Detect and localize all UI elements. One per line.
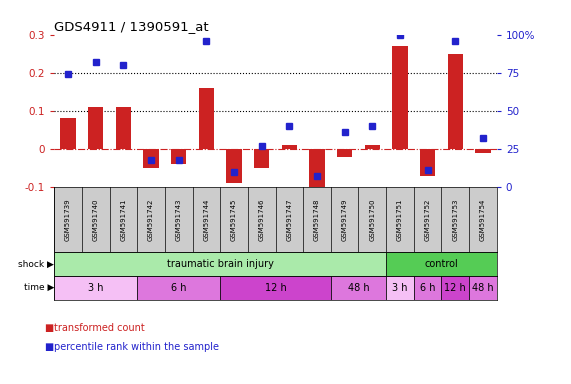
Text: GSM591741: GSM591741 — [120, 199, 126, 241]
Text: traumatic brain injury: traumatic brain injury — [167, 259, 274, 269]
Bar — [199, 88, 214, 149]
Text: 12 h: 12 h — [444, 283, 466, 293]
Bar — [143, 149, 159, 168]
Text: time ▶: time ▶ — [24, 283, 54, 292]
Bar — [414, 276, 441, 300]
Text: GSM591743: GSM591743 — [176, 199, 182, 241]
Text: GSM591746: GSM591746 — [259, 199, 265, 241]
Bar — [365, 145, 380, 149]
Text: GSM591752: GSM591752 — [425, 199, 431, 241]
Text: 3 h: 3 h — [88, 283, 103, 293]
Text: percentile rank within the sample: percentile rank within the sample — [54, 342, 219, 352]
Bar — [137, 276, 220, 300]
Bar — [475, 149, 490, 153]
Bar — [171, 149, 186, 164]
Bar — [227, 149, 242, 183]
Text: GSM591748: GSM591748 — [314, 199, 320, 241]
Bar — [309, 149, 324, 195]
Bar — [331, 276, 386, 300]
Bar — [54, 276, 137, 300]
Text: GSM591751: GSM591751 — [397, 199, 403, 241]
Bar — [54, 252, 386, 276]
Text: GSM591740: GSM591740 — [93, 199, 99, 241]
Bar — [116, 107, 131, 149]
Text: 6 h: 6 h — [171, 283, 187, 293]
Bar — [282, 145, 297, 149]
Text: GSM591753: GSM591753 — [452, 199, 459, 241]
Text: ■: ■ — [44, 342, 53, 352]
Bar — [254, 149, 270, 168]
Bar — [61, 118, 76, 149]
Text: 12 h: 12 h — [264, 283, 287, 293]
Bar — [386, 252, 497, 276]
Text: GSM591754: GSM591754 — [480, 199, 486, 241]
Bar — [448, 54, 463, 149]
Text: 48 h: 48 h — [348, 283, 369, 293]
Text: GSM591742: GSM591742 — [148, 199, 154, 241]
Text: GSM591744: GSM591744 — [203, 199, 210, 241]
Text: 6 h: 6 h — [420, 283, 435, 293]
Bar — [337, 149, 352, 157]
Text: GSM591739: GSM591739 — [65, 199, 71, 241]
Bar — [420, 149, 435, 175]
Bar — [392, 46, 408, 149]
Text: GDS4911 / 1390591_at: GDS4911 / 1390591_at — [54, 20, 209, 33]
Text: 48 h: 48 h — [472, 283, 494, 293]
Text: control: control — [425, 259, 459, 269]
Text: ■: ■ — [44, 323, 53, 333]
Text: GSM591745: GSM591745 — [231, 199, 237, 241]
Text: GSM591747: GSM591747 — [286, 199, 292, 241]
Text: 3 h: 3 h — [392, 283, 408, 293]
Text: transformed count: transformed count — [54, 323, 145, 333]
Bar — [386, 276, 414, 300]
Text: shock ▶: shock ▶ — [18, 260, 54, 269]
Bar — [88, 107, 103, 149]
Bar — [469, 276, 497, 300]
Text: GSM591750: GSM591750 — [369, 199, 375, 241]
Bar — [441, 276, 469, 300]
Text: GSM591749: GSM591749 — [341, 199, 348, 241]
Bar — [220, 276, 331, 300]
